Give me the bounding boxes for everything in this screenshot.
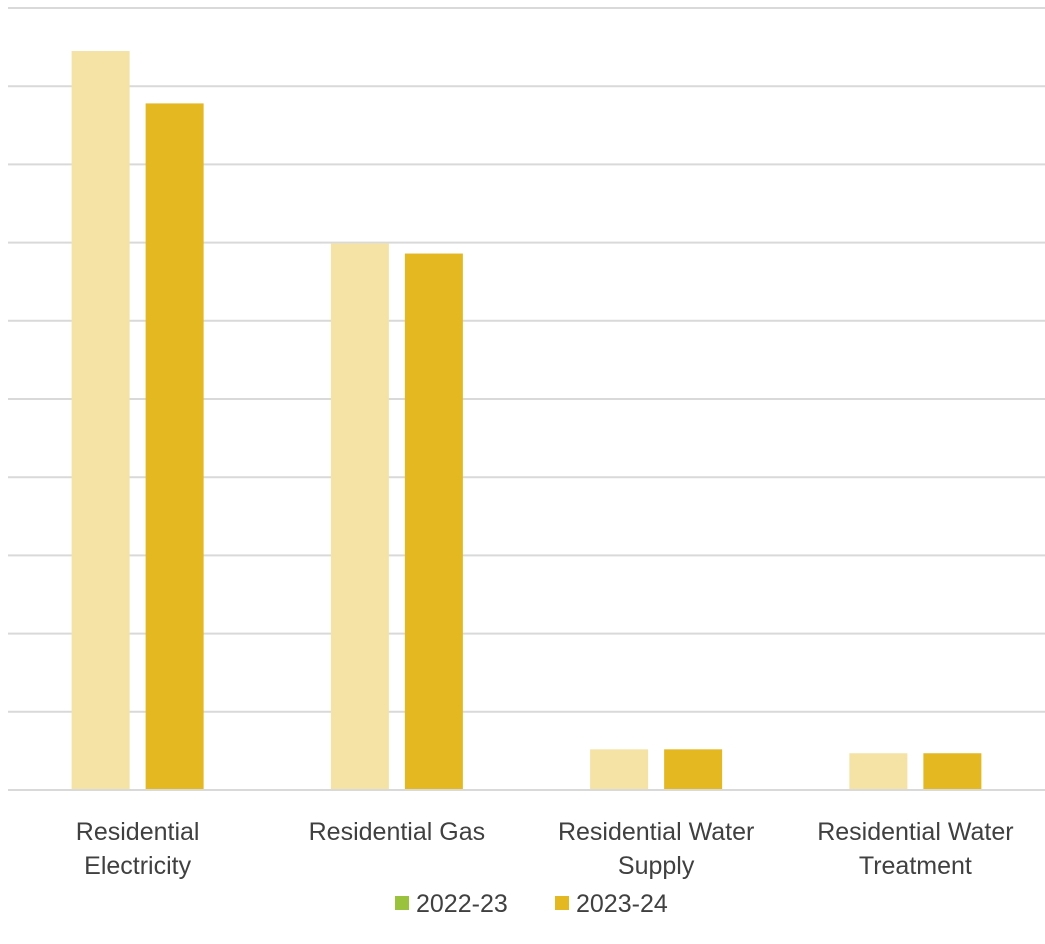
category-label: Residential Gas bbox=[309, 818, 485, 846]
bars bbox=[71, 51, 982, 791]
category-label: Residential Water Treatment bbox=[817, 818, 1013, 880]
category-label-line: Residential Gas bbox=[309, 818, 485, 846]
bar-2022-23-0 bbox=[71, 51, 130, 790]
category-label-line: Residential Water bbox=[817, 818, 1013, 846]
bar-2023-24-0 bbox=[145, 103, 204, 791]
category-label-line: Electricity bbox=[84, 852, 191, 880]
legend-label: 2023-24 bbox=[576, 890, 668, 918]
legend-swatch bbox=[395, 896, 409, 910]
bar-2023-24-2 bbox=[664, 749, 723, 790]
category-label-line: Treatment bbox=[859, 852, 972, 880]
bar-2023-24-1 bbox=[404, 253, 463, 791]
category-label-line: Residential Water bbox=[558, 818, 754, 846]
category-label: Residential Water Supply bbox=[558, 818, 754, 880]
category-label: Residential Electricity bbox=[76, 818, 200, 880]
legend-label: 2022-23 bbox=[416, 890, 508, 918]
legend: 2022-23 2023-24 bbox=[395, 890, 668, 918]
category-labels: Residential Electricity Residential Gas Res… bbox=[76, 818, 1014, 880]
category-label-line: Residential bbox=[76, 818, 200, 846]
legend-swatch bbox=[555, 896, 569, 910]
category-label-line: Supply bbox=[618, 852, 695, 880]
bar-2022-23-1 bbox=[330, 243, 389, 790]
bar-2022-23-3 bbox=[849, 753, 908, 790]
bar-2023-24-3 bbox=[923, 753, 982, 790]
bar-2022-23-2 bbox=[590, 749, 649, 790]
